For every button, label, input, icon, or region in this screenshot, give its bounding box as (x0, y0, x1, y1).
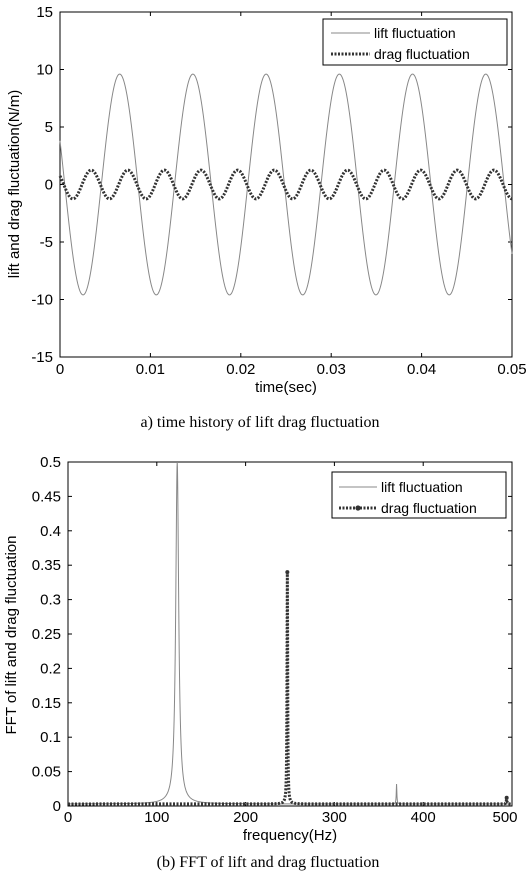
chart-b-legend-box (331, 471, 507, 519)
chart-b-y-tick: 0.35 (32, 557, 61, 574)
chart-a-x-axis-label: time(sec) (255, 379, 317, 396)
chart-a-plot-frame (59, 11, 513, 358)
chart-b-drag-peak-marker (285, 570, 290, 575)
chart-a-ticks (59, 11, 513, 358)
chart-b-y-tick: 0 (53, 798, 61, 815)
chart-b-y-tick: 0.05 (32, 764, 61, 781)
chart-b-x-tick: 300 (322, 809, 347, 826)
chart-b-x-tick: 200 (233, 809, 258, 826)
chart-b-x-tick: 400 (411, 809, 436, 826)
chart-b-y-tick: 0.5 (40, 454, 61, 471)
chart-a-y-tick: 0 (45, 177, 53, 194)
chart-a-x-tick: 0.01 (136, 361, 165, 378)
chart-a-x-tick: 0.05 (497, 361, 526, 378)
chart-a-legend-label-lift: lift fluctuation (374, 25, 456, 41)
chart-b-legend: lift fluctuation drag fluctuation (331, 471, 507, 519)
chart-b-plot-frame (67, 461, 513, 807)
chart-a-y-tick: 5 (45, 119, 53, 136)
chart-a-legend: lift fluctuation drag fluctuation (322, 18, 508, 66)
chart-a-y-tick: -15 (31, 349, 53, 366)
chart-a-y-axis-label: lift and drag fluctuation(N/m) (6, 90, 23, 278)
chart-b-x-tick: 100 (144, 809, 169, 826)
chart-a-y-tick: 15 (36, 4, 53, 21)
chart-b-y-tick: 0.2 (40, 660, 61, 677)
chart-a-x-tick: 0.03 (317, 361, 346, 378)
chart-a-x-tick: 0.02 (226, 361, 255, 378)
chart-a-series (58, 73, 513, 296)
chart-b-legend-label-drag: drag fluctuation (381, 500, 477, 516)
chart-b-x-tick: 500 (492, 809, 517, 826)
chart-b-legend-marker-drag (355, 505, 361, 511)
chart-a-caption: a) time history of lift drag fluctuation (140, 414, 379, 431)
chart-a-y-tick: -5 (40, 234, 53, 251)
chart-b-y-tick: 0.15 (32, 695, 61, 712)
chart-b-y-tick: 0.25 (32, 626, 61, 643)
chart-a-y-tick: -10 (31, 292, 53, 309)
chart-b-y-axis-label: FFT of lift and drag fluctuation (3, 536, 20, 735)
chart-a-legend-label-drag: drag fluctuation (374, 46, 470, 62)
chart-a-legend-box (322, 18, 508, 66)
chart-a-x-tick: 0 (56, 361, 64, 378)
chart-b-y-tick: 0.4 (40, 523, 61, 540)
chart-b-drag-peak-marker (504, 795, 509, 800)
chart-b-legend-label-lift: lift fluctuation (381, 479, 463, 495)
chart-b-series-line-drag (68, 572, 512, 806)
chart-b: 0 100 200 300 400 500 0 0.05 0.1 0.15 0.… (3, 454, 518, 871)
chart-b-series (68, 461, 512, 806)
chart-b-y-tick: 0.1 (40, 729, 61, 746)
chart-a-series-line-lift (59, 73, 513, 296)
chart-b-caption: (b) FFT of lift and drag fluctuation (157, 854, 380, 871)
chart-a: 0 0.01 0.02 0.03 0.04 0.05 -15 -10 -5 0 … (6, 4, 526, 431)
chart-b-x-axis-label: frequency(Hz) (243, 827, 337, 844)
chart-b-x-tick: 0 (64, 809, 72, 826)
chart-a-series-line-drag (58, 168, 513, 201)
chart-b-y-tick: 0.45 (32, 488, 61, 505)
chart-a-x-tick: 0.04 (407, 361, 436, 378)
chart-a-y-tick: 10 (36, 62, 53, 79)
chart-b-y-tick: 0.3 (40, 592, 61, 609)
